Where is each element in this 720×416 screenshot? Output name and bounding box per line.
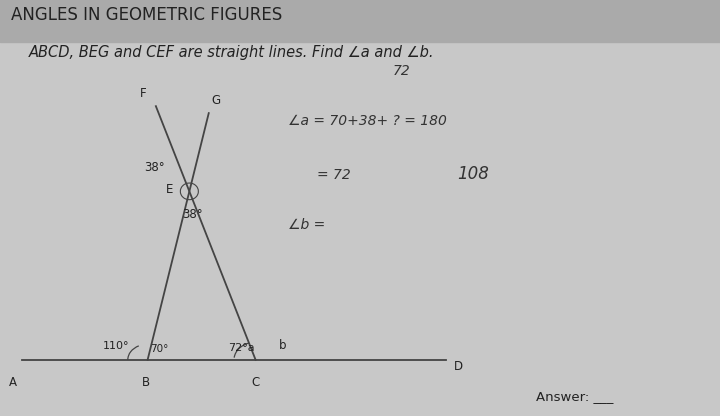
- Text: ANGLES IN GEOMETRIC FIGURES: ANGLES IN GEOMETRIC FIGURES: [11, 5, 282, 24]
- Text: b: b: [279, 339, 286, 352]
- Text: 70°: 70°: [150, 344, 168, 354]
- Text: G: G: [212, 94, 220, 107]
- Text: ABCD, BEG and CEF are straight lines. Find ∠a and ∠b.: ABCD, BEG and CEF are straight lines. Fi…: [29, 45, 434, 59]
- Text: 108: 108: [457, 165, 489, 183]
- Text: 38°: 38°: [145, 161, 165, 174]
- Text: A: A: [9, 376, 17, 389]
- Text: ∠b =: ∠b =: [288, 218, 325, 232]
- Text: = 72: = 72: [317, 168, 351, 182]
- Text: 38°: 38°: [182, 208, 203, 221]
- Text: C: C: [251, 376, 260, 389]
- Text: B: B: [141, 376, 150, 389]
- Text: 72°a: 72°a: [228, 343, 255, 353]
- Text: F: F: [140, 87, 146, 100]
- Text: E: E: [166, 183, 174, 196]
- Text: ∠a = 70+38+ ? = 180: ∠a = 70+38+ ? = 180: [288, 114, 447, 128]
- Bar: [0, 0, 720, 42]
- Text: D: D: [454, 359, 463, 373]
- Text: Answer: ___: Answer: ___: [536, 390, 613, 403]
- Text: 72: 72: [392, 64, 410, 78]
- Text: 110°: 110°: [103, 342, 130, 352]
